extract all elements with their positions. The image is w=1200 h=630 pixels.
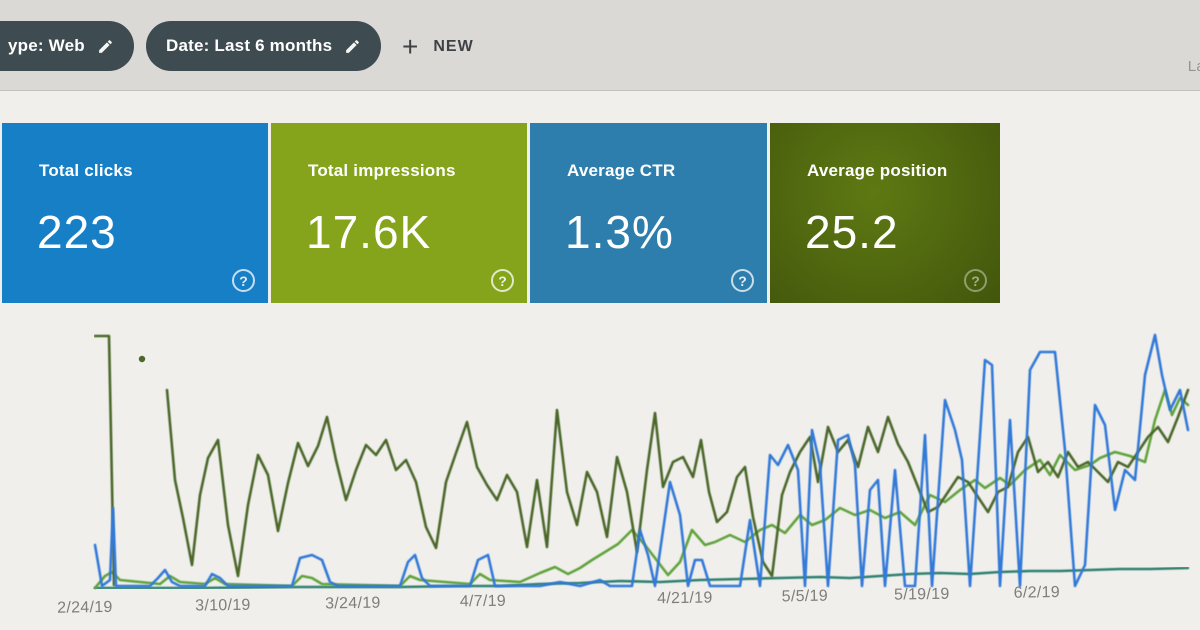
card-label: Total clicks [39, 161, 133, 180]
card-value: 25.2 [805, 206, 899, 258]
new-filter-label: NEW [433, 38, 474, 55]
card-value: 223 [37, 206, 117, 258]
filter-bar: ype: Web Date: Last 6 months + NEW La [0, 0, 1200, 91]
card-label: Average position [807, 161, 948, 180]
x-axis-tick: 3/10/19 [195, 596, 251, 615]
search-type-filter-chip[interactable]: ype: Web [0, 21, 134, 71]
chart-line-average-position [93, 334, 116, 587]
date-filter-chip[interactable]: Date: Last 6 months [146, 21, 382, 71]
card-label: Average CTR [567, 161, 676, 180]
x-axis-tick: 6/2/19 [1013, 583, 1061, 602]
x-axis-tick: 5/5/19 [781, 587, 829, 606]
chart-point-average-position [138, 355, 146, 363]
chart-line-total-impressions [93, 388, 1190, 590]
search-type-filter-label: ype: Web [8, 36, 85, 55]
x-axis-tick: 4/7/19 [459, 592, 507, 611]
average-ctr-card[interactable]: Average CTR 1.3% ? [530, 123, 767, 303]
chart-canvas [93, 333, 1190, 590]
chart-line-total-clicks [93, 333, 1190, 588]
date-filter-label: Date: Last 6 months [166, 36, 333, 55]
x-axis-tick: 4/21/19 [656, 589, 713, 608]
plus-icon: + [402, 31, 419, 62]
help-icon[interactable]: ? [731, 269, 754, 292]
x-axis-tick: 2/24/19 [57, 598, 113, 617]
total-impressions-card[interactable]: Total impressions 17.6K ? [271, 123, 527, 303]
x-axis-tick: 5/19/19 [893, 585, 950, 604]
summary-cards: Total clicks 223 ? Total impressions 17.… [2, 123, 1003, 303]
edit-pencil-icon [98, 39, 112, 53]
performance-line-chart[interactable] [0, 318, 1200, 600]
help-icon[interactable]: ? [232, 269, 255, 292]
edit-pencil-icon [346, 39, 360, 53]
card-label: Total impressions [308, 161, 456, 180]
average-position-card[interactable]: Average position 25.2 ? [770, 123, 1000, 303]
top-right-partial-text: La [1187, 58, 1200, 75]
card-value: 1.3% [565, 206, 674, 258]
help-icon[interactable]: ? [964, 269, 987, 292]
chart-line-average-position [165, 388, 1190, 578]
total-clicks-card[interactable]: Total clicks 223 ? [2, 123, 268, 303]
help-icon[interactable]: ? [491, 269, 514, 292]
x-axis-tick: 3/24/19 [325, 594, 381, 613]
card-value: 17.6K [306, 206, 432, 258]
new-filter-button[interactable]: + NEW [402, 27, 474, 67]
